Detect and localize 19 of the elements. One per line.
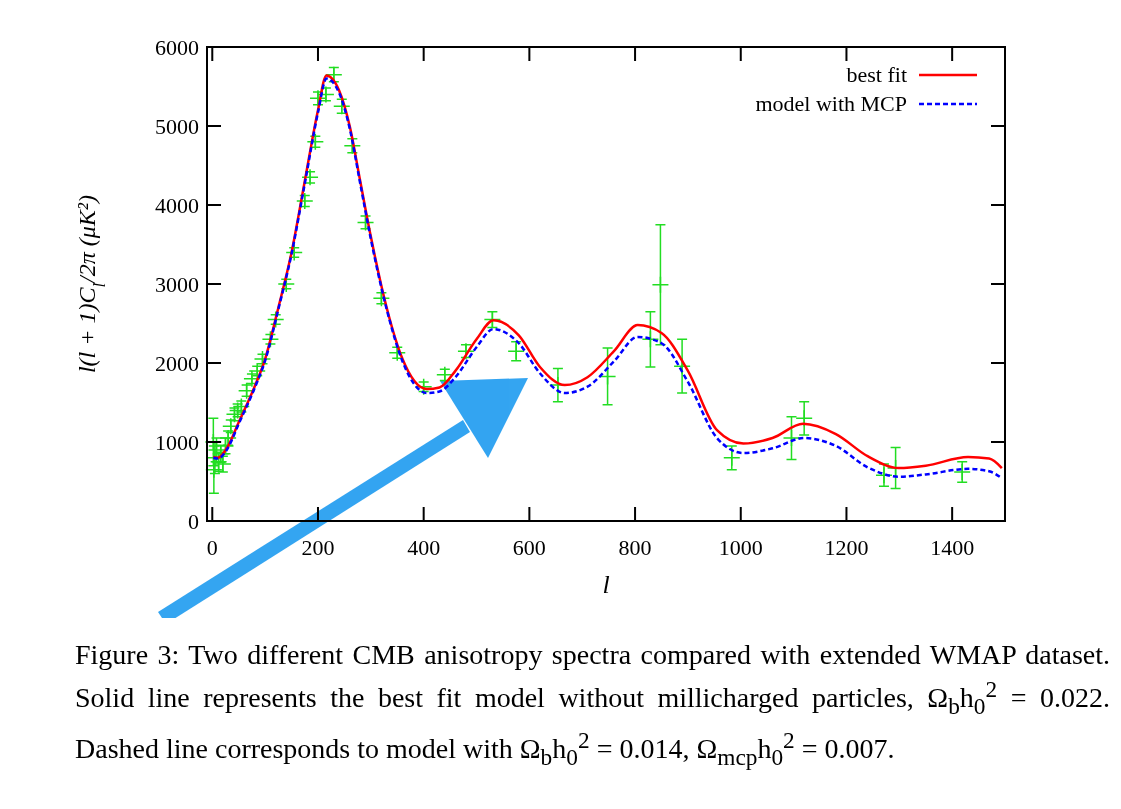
y-tick-label: 0 [188, 509, 199, 534]
x-tick-label: 400 [407, 535, 441, 560]
y-tick-label: 2000 [155, 351, 199, 376]
y-tick-label: 3000 [155, 272, 199, 297]
x-tick-label: 1000 [718, 535, 763, 560]
y-tick-label: 1000 [155, 430, 199, 455]
x-tick-label: 0 [206, 535, 218, 560]
text: Figure 3: Two different CMB anisotropy spectra compared with extended WMAP dataset. Solid line represents the best fit model without millicharged particles, Ω$_{b}$h$_{0}$$^{2}$ = 0.022. Dashed line corresponds to model with Ω$_{b}$h$_{0}$$^{2}$ = 0.014, Ω$_{mcp}$h$_{0}$$^{2}$ = 0.007. [75, 639, 1110, 770]
legend-label: model with MCP [755, 91, 907, 116]
x-tick-label: 1400 [930, 535, 975, 560]
x-axis-title: l [602, 570, 610, 599]
y-tick-label: 4000 [155, 193, 199, 218]
x-tick-label: 800 [618, 535, 652, 560]
y-tick-label: 5000 [155, 114, 199, 139]
y-tick-label: 6000 [155, 35, 199, 60]
x-tick-label: 200 [301, 535, 335, 560]
legend-label: best fit [846, 62, 907, 87]
x-tick-label: 600 [512, 535, 546, 560]
x-tick-label: 1200 [824, 535, 869, 560]
